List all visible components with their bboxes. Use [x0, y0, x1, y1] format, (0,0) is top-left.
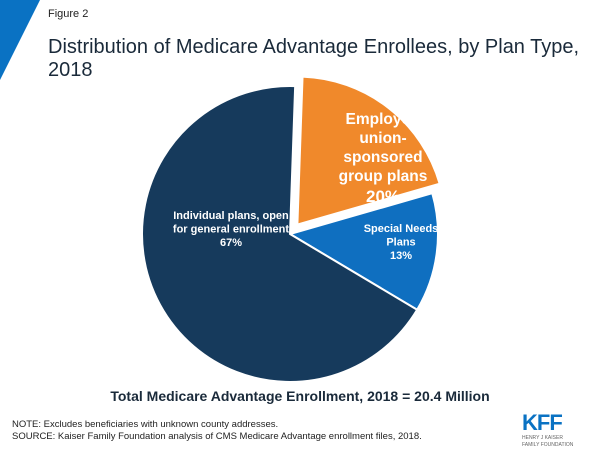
slice-value-0: 20%: [366, 187, 400, 206]
source-text: SOURCE: Kaiser Family Foundation analysi…: [12, 431, 422, 442]
corner-accent: [0, 0, 40, 80]
slice-label-2: Individual plans, open for general enroll…: [173, 210, 289, 249]
corner-accent-shape: [0, 0, 40, 80]
slice-label-0: Employer/union-sponsored group plans 20%: [339, 111, 428, 206]
slice-value-2: 67%: [220, 237, 242, 249]
pie-slice-2: [141, 85, 419, 383]
logo-wordmark: KFF: [522, 410, 563, 435]
total-enrollment-label: Total Medicare Advantage Enrollment, 201…: [110, 388, 490, 404]
kff-logo: KFF HENRY J KAISER FAMILY FOUNDATION: [522, 410, 592, 449]
slice-label-1: Special Needs Plans 13%: [364, 223, 439, 262]
note-text: NOTE: Excludes beneficiaries with unknow…: [12, 419, 279, 430]
slice-value-1: 13%: [390, 250, 412, 262]
logo-subtext-2: FAMILY FOUNDATION: [522, 442, 574, 448]
pie-slice-0: [296, 75, 441, 226]
logo-subtext-1: HENRY J KAISER: [522, 435, 563, 441]
figure-label: Figure 2: [48, 8, 89, 20]
footnote: NOTE: Excludes beneficiaries with unknow…: [12, 419, 422, 443]
chart-title: Distribution of Medicare Advantage Enrol…: [48, 36, 580, 81]
pie-slice-1: [287, 191, 439, 312]
